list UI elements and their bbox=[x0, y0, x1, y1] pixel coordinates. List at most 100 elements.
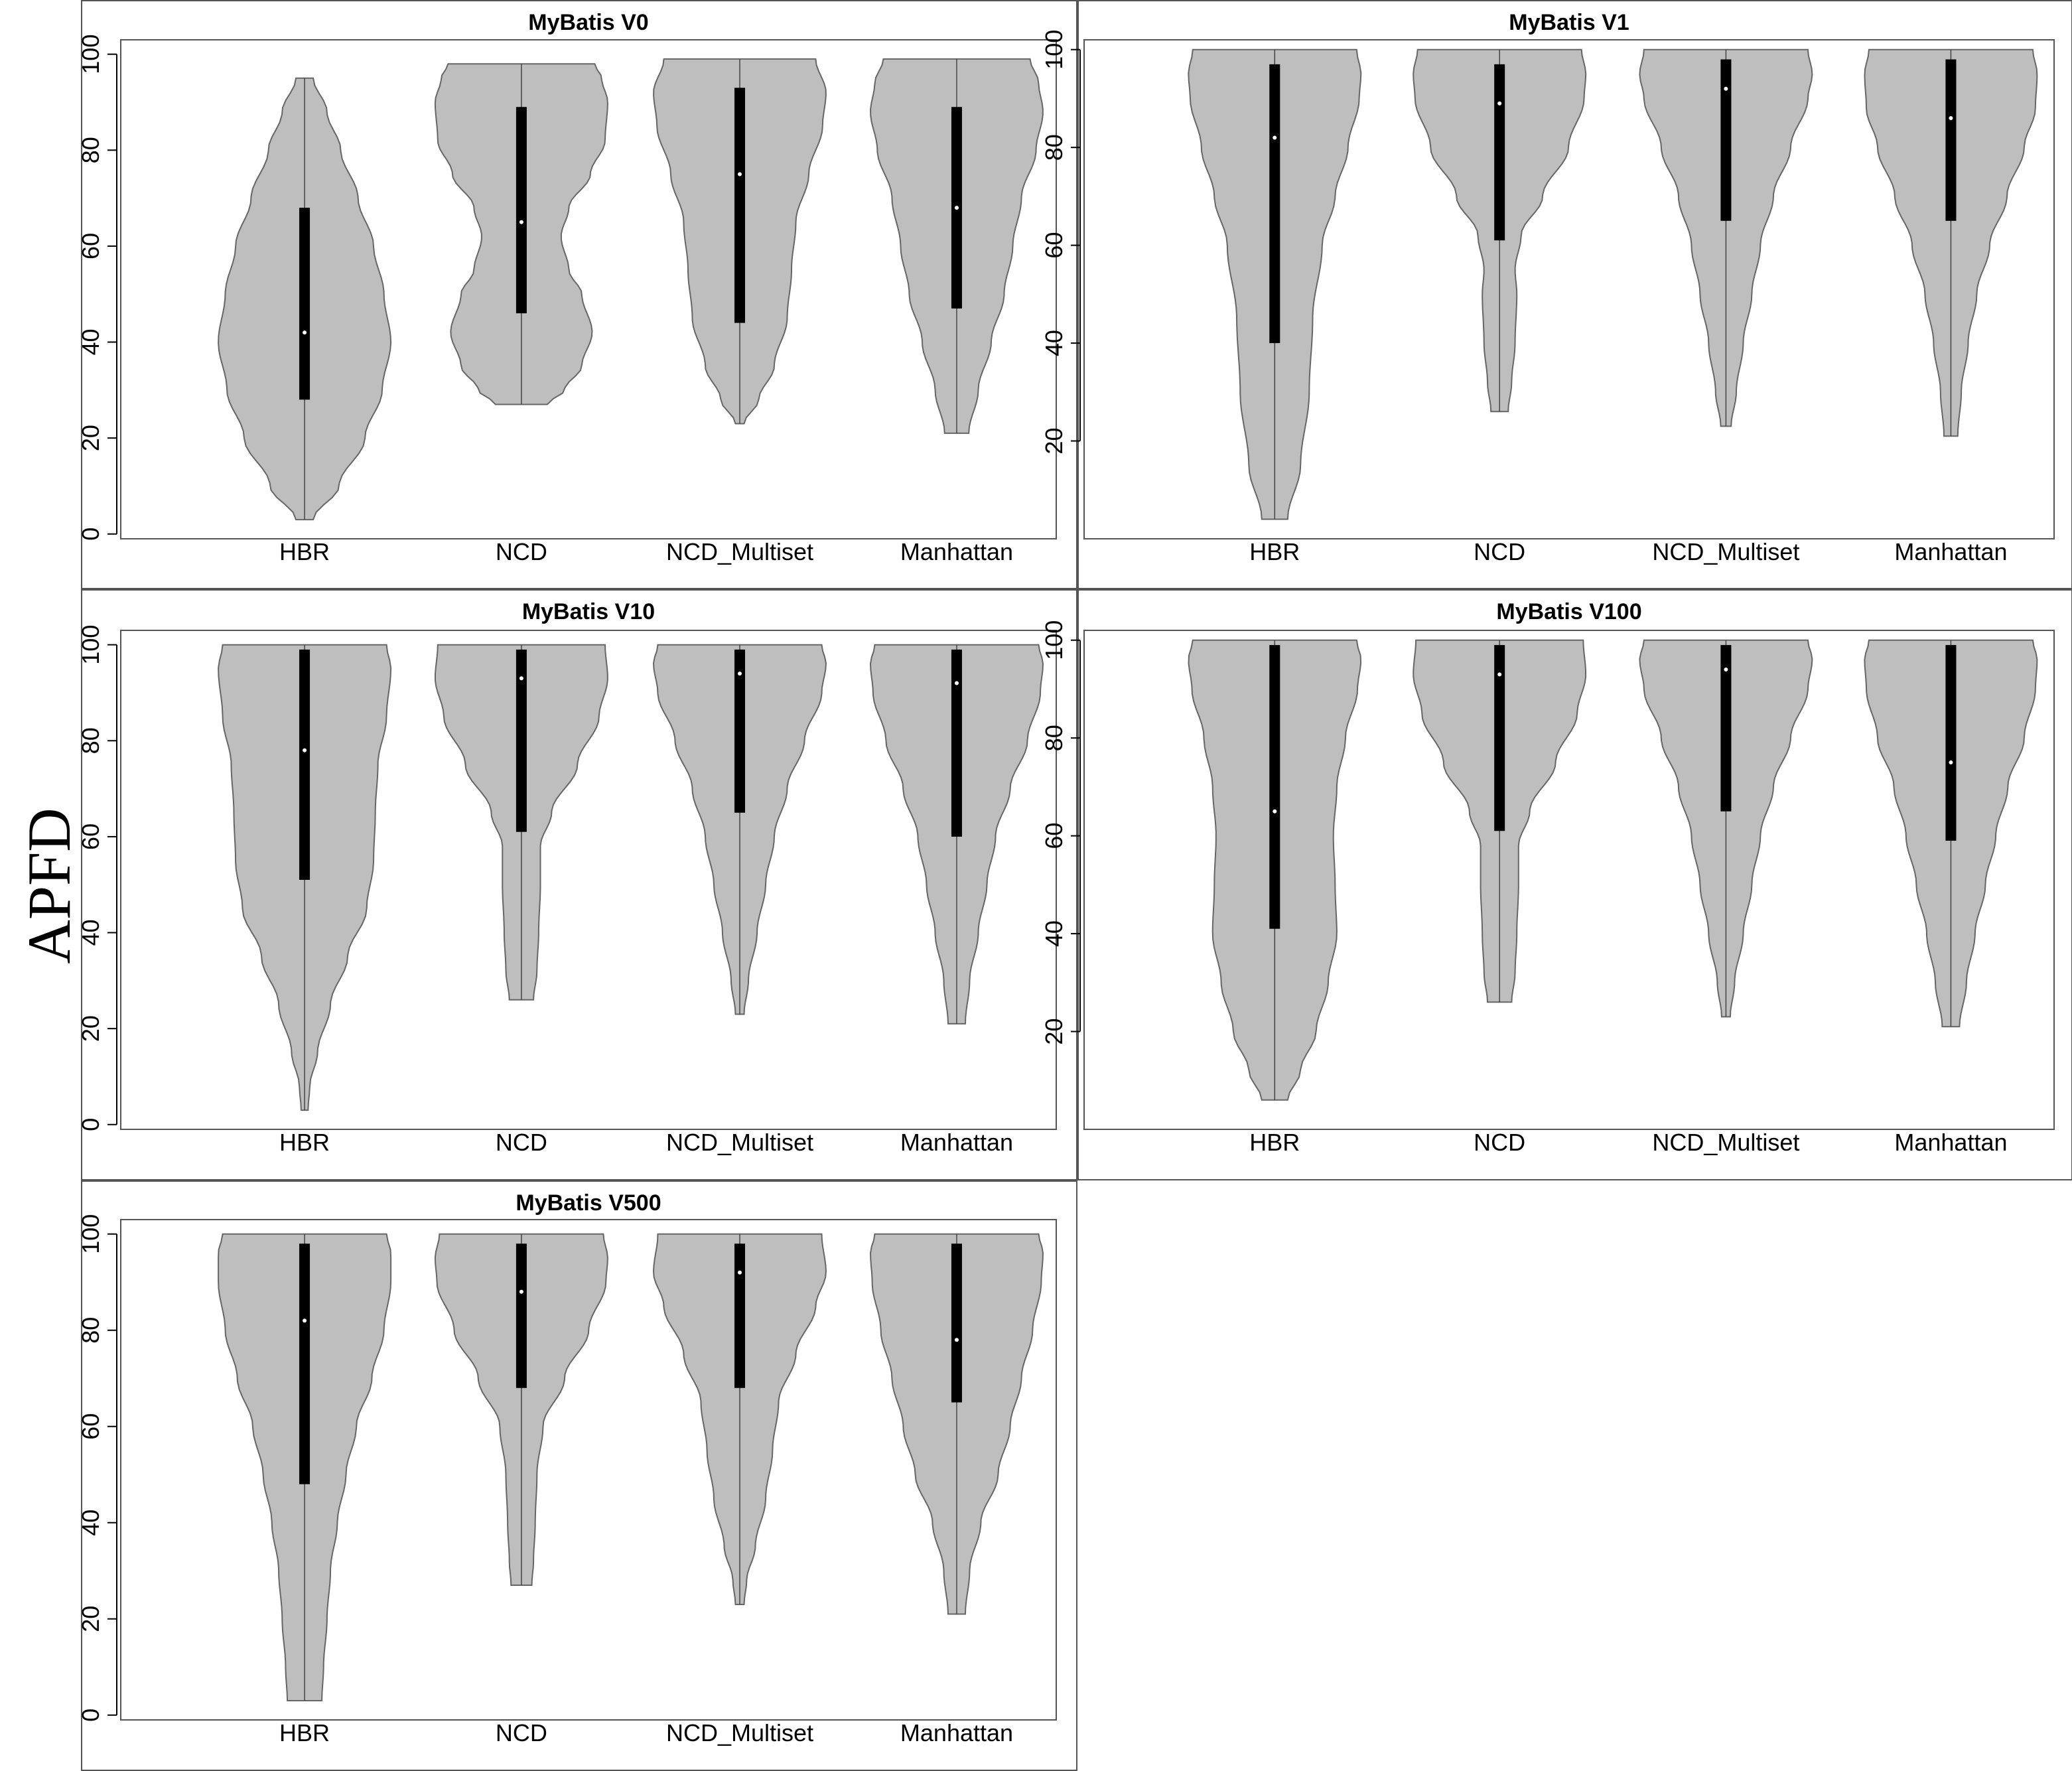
violin-median-dot bbox=[1724, 667, 1728, 672]
plot-area bbox=[120, 630, 1057, 1130]
y-tick-label: 40 bbox=[1040, 920, 1068, 947]
plot-area bbox=[120, 39, 1057, 539]
y-tick-label: 20 bbox=[77, 425, 104, 451]
plot-area bbox=[120, 1219, 1057, 1721]
panel: MyBatis V500 0 20 40 60 80 100 HBR NCD NCD_Multis… bbox=[77, 1180, 1077, 1771]
violin-iqr-box bbox=[516, 107, 527, 314]
violin-median-dot bbox=[954, 1338, 959, 1342]
panel: MyBatis V0 0 20 40 60 80 100 HBR NCD NCD_Multiset… bbox=[77, 0, 1077, 589]
violin-iqr-box bbox=[516, 1243, 527, 1388]
violin-iqr-box bbox=[734, 88, 745, 323]
violin-ncd bbox=[434, 63, 608, 405]
y-tick-label: 0 bbox=[77, 1118, 104, 1131]
y-tick-label: 60 bbox=[1040, 823, 1068, 849]
x-category-label: NCD bbox=[1474, 1129, 1525, 1156]
panel-frame bbox=[1077, 589, 2072, 1180]
violin-ncd-multiset bbox=[652, 1233, 827, 1605]
violin-median-dot bbox=[1273, 135, 1277, 140]
violin-manhattan bbox=[869, 644, 1044, 1025]
violin-iqr-box bbox=[1494, 645, 1505, 831]
y-tick-label: 60 bbox=[77, 823, 104, 850]
violin-iqr-box bbox=[1720, 59, 1732, 221]
x-category-label: NCD bbox=[496, 1719, 547, 1746]
x-category-label: HBR bbox=[1249, 1129, 1300, 1156]
violin-ncd bbox=[1413, 639, 1587, 1003]
violin-median-dot bbox=[519, 1289, 523, 1294]
x-category-label: NCD_Multiset bbox=[666, 538, 813, 565]
violin-median-dot bbox=[737, 672, 742, 676]
plot-area bbox=[1083, 630, 2055, 1130]
panel-title: MyBatis V100 bbox=[1496, 599, 1641, 624]
violin-iqr-box bbox=[1720, 645, 1732, 812]
x-category-label: HBR bbox=[279, 1129, 330, 1156]
violin-ncd-multiset bbox=[653, 58, 827, 425]
violin-median-dot bbox=[1273, 809, 1277, 814]
violin-iqr-box bbox=[1945, 59, 1957, 221]
y-tick-label: 100 bbox=[77, 1214, 104, 1254]
y-tick-label: 40 bbox=[77, 329, 104, 356]
violin-hbr bbox=[218, 77, 392, 521]
y-tick-label: 60 bbox=[1040, 232, 1068, 259]
panel: MyBatis V100 20 40 60 80 100 HBR NCD NCD_Multise… bbox=[1040, 589, 2072, 1180]
violin-iqr-box bbox=[299, 649, 311, 880]
x-category-label: Manhattan bbox=[900, 1719, 1013, 1746]
violin-manhattan bbox=[870, 58, 1044, 434]
y-tick-label: 20 bbox=[77, 1606, 104, 1632]
x-category-label: NCD_Multiset bbox=[666, 1129, 813, 1156]
panel-frame bbox=[81, 0, 1077, 589]
x-category-label: Manhattan bbox=[900, 1129, 1013, 1156]
panel-title: MyBatis V0 bbox=[528, 10, 648, 35]
violin-manhattan bbox=[1864, 48, 2038, 437]
y-tick-label: 80 bbox=[1040, 725, 1068, 751]
violin-iqr-box bbox=[951, 649, 962, 837]
y-tick-label: 80 bbox=[77, 1317, 104, 1344]
y-axis-label: APFD bbox=[15, 808, 83, 963]
y-tick-label: 0 bbox=[77, 1709, 104, 1722]
y-tick-label: 40 bbox=[77, 1510, 104, 1536]
y-tick-label: 60 bbox=[77, 233, 104, 259]
y-tick-label: 40 bbox=[77, 920, 104, 946]
x-category-label: HBR bbox=[279, 1719, 330, 1746]
violin-median-dot bbox=[954, 206, 959, 210]
y-tick-label: 20 bbox=[77, 1015, 104, 1042]
x-category-label: Manhattan bbox=[900, 538, 1013, 565]
violin-median-dot bbox=[737, 1270, 742, 1275]
x-category-label: NCD bbox=[496, 1129, 547, 1156]
x-category-label: HBR bbox=[279, 538, 330, 565]
violin-median-dot bbox=[1949, 115, 1953, 120]
y-tick-label: 40 bbox=[1040, 330, 1068, 356]
panel: MyBatis V1 20 40 60 80 100 HBR NCD NCD_Multiset M… bbox=[1040, 0, 2072, 589]
violin-median-dot bbox=[1497, 101, 1502, 106]
y-tick-label: 60 bbox=[77, 1413, 104, 1440]
y-tick-label: 80 bbox=[77, 137, 104, 163]
violin-median-dot bbox=[1724, 86, 1728, 91]
violin-iqr-box bbox=[516, 649, 527, 832]
violin-ncd bbox=[434, 1233, 608, 1586]
y-tick-label: 100 bbox=[1040, 620, 1068, 660]
y-tick-label: 0 bbox=[77, 528, 104, 541]
panel-frame bbox=[81, 1180, 1077, 1771]
violin-iqr-box bbox=[1269, 64, 1280, 344]
panel-title: MyBatis V1 bbox=[1509, 10, 1629, 35]
violin-manhattan bbox=[869, 1233, 1044, 1615]
violin-median-dot bbox=[737, 172, 742, 177]
violin-hbr bbox=[218, 644, 392, 1111]
y-tick-label: 80 bbox=[1040, 134, 1068, 161]
violin-ncd-multiset bbox=[1639, 639, 1813, 1018]
y-tick-label: 100 bbox=[1040, 30, 1068, 70]
violin-hbr bbox=[218, 1233, 392, 1701]
violin-iqr-box bbox=[1945, 645, 1957, 841]
y-tick-label: 20 bbox=[1040, 1019, 1068, 1045]
violin-iqr-box bbox=[734, 1243, 745, 1388]
violin-median-dot bbox=[519, 220, 523, 224]
x-category-label: NCD_Multiset bbox=[1652, 1129, 1799, 1156]
violin-median-dot bbox=[303, 1318, 307, 1323]
violin-ncd-multiset bbox=[652, 644, 827, 1015]
violin-median-dot bbox=[1949, 760, 1953, 765]
violin-iqr-box bbox=[1494, 64, 1505, 241]
violin-iqr-box bbox=[1269, 645, 1280, 929]
panel-frame bbox=[81, 589, 1077, 1180]
y-tick-label: 80 bbox=[77, 727, 104, 754]
